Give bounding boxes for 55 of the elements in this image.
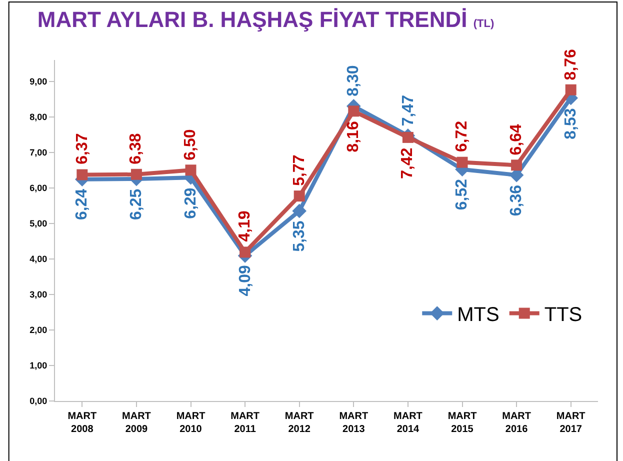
chart-subtitle: (TL) [473,18,494,30]
legend-label: TTS [544,304,582,326]
point [294,190,305,202]
data-label: 8,53 [562,108,580,140]
data-label: 6,36 [508,184,525,216]
data-label: 6,24 [73,188,90,220]
data-label: 6,38 [128,133,145,164]
y-tick-label: 2,00 [30,325,48,336]
x-tick-label: MART 2011 [230,411,260,435]
data-label: 8,30 [344,65,362,96]
data-label: 8,16 [345,121,362,152]
point [456,156,468,168]
y-tick-label: 3,00 [30,290,48,300]
point [76,169,88,180]
data-label: 5,77 [290,154,308,186]
data-label: 6,37 [74,133,91,164]
y-tick-label: 9,00 [30,76,48,86]
x-tick-label: MART 2010 [176,411,206,435]
point [240,246,251,258]
data-label: 6,50 [182,129,200,160]
point [402,132,414,143]
x-tick-label: MART 2012 [284,411,314,435]
chart-title: MART AYLARI B. HAŞHAŞ FİYAT TRENDİ [37,6,468,32]
x-tick-label: MART 2008 [68,411,97,435]
data-label: 8,76 [562,48,580,80]
y-tick-label: 1,00 [30,360,48,371]
data-label: 7,47 [400,94,417,126]
point [511,160,522,171]
x-tick-label: MART 2016 [502,411,531,435]
y-tick-label: 8,00 [30,112,48,122]
data-label: 6,72 [453,120,470,152]
point [130,168,142,180]
y-tick-label: 7,00 [30,148,48,158]
data-label: 4,09 [236,265,254,296]
y-tick-label: 6,00 [30,183,48,194]
data-label: 6,52 [453,178,470,210]
point [565,84,576,96]
point [185,164,196,176]
data-label: 4,19 [236,210,254,242]
x-tick-label: MART 2015 [448,411,477,435]
data-label: 7,42 [399,148,416,179]
point [348,106,360,117]
data-label: 6,25 [128,188,145,220]
y-tick-label: 0,00 [30,396,48,406]
y-tick-label: 5,00 [30,218,48,229]
x-tick-label: MART 2017 [556,411,586,435]
x-tick-label: MART 2009 [122,411,151,435]
x-tick-label: MART 2013 [339,411,368,435]
data-label: 6,64 [508,124,525,156]
legend-label: MTS [457,304,500,326]
data-label: 5,35 [290,220,308,252]
point [292,204,306,218]
y-tick-label: 4,00 [30,254,48,264]
data-label: 6,29 [182,188,200,219]
x-tick-label: MART 2014 [394,411,422,435]
